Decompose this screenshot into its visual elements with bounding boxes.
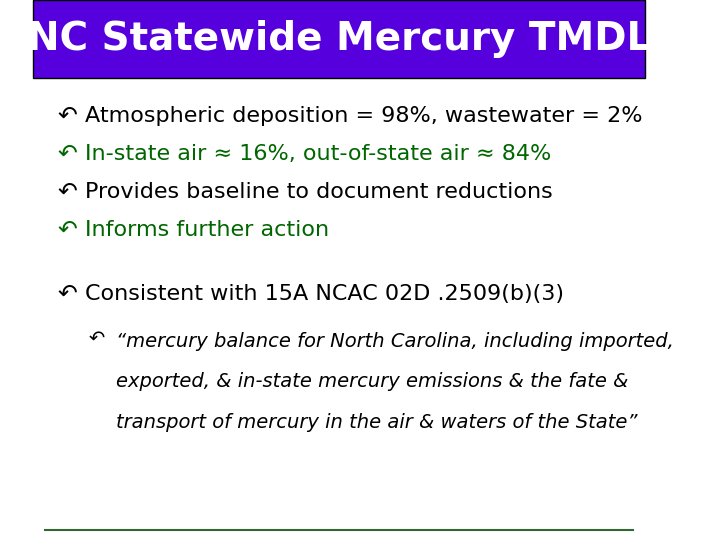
Text: transport of mercury in the air & waters of the State”: transport of mercury in the air & waters… xyxy=(116,413,637,432)
Text: ↶: ↶ xyxy=(58,142,78,166)
Text: ↶: ↶ xyxy=(58,104,78,128)
Text: ↶: ↶ xyxy=(58,282,78,306)
Text: Atmospheric deposition = 98%, wastewater = 2%: Atmospheric deposition = 98%, wastewater… xyxy=(85,106,643,126)
Text: “mercury balance for North Carolina, including imported,: “mercury balance for North Carolina, inc… xyxy=(116,332,674,351)
FancyBboxPatch shape xyxy=(33,0,645,78)
Text: ↶: ↶ xyxy=(58,218,78,241)
Text: Consistent with 15A NCAC 02D .2509(b)(3): Consistent with 15A NCAC 02D .2509(b)(3) xyxy=(85,284,564,305)
Text: ↶: ↶ xyxy=(58,180,78,204)
Text: Provides baseline to document reductions: Provides baseline to document reductions xyxy=(85,181,553,202)
Text: In-state air ≈ 16%, out-of-state air ≈ 84%: In-state air ≈ 16%, out-of-state air ≈ 8… xyxy=(85,144,552,164)
Text: exported, & in-state mercury emissions & the fate &: exported, & in-state mercury emissions &… xyxy=(116,372,628,391)
Text: Informs further action: Informs further action xyxy=(85,219,329,240)
Text: NC Statewide Mercury TMDL: NC Statewide Mercury TMDL xyxy=(27,20,651,58)
Text: ↶: ↶ xyxy=(89,329,104,348)
